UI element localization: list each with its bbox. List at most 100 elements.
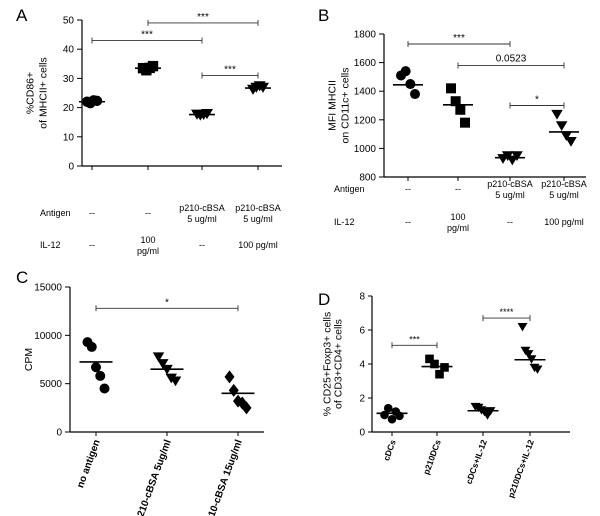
- panel-b-y-tick-label: 1400: [354, 87, 377, 98]
- panel-c-data-point: [86, 341, 97, 352]
- panel-b-data-point: [455, 104, 466, 115]
- panel-a-y-tick-label: 50: [63, 16, 75, 27]
- panel-b-data-point: [565, 137, 577, 147]
- panel-d-y-tick-label: 8: [359, 292, 365, 303]
- panel-b-y-axis-label: MFI MHCIIon CD11c+ cells: [327, 68, 352, 144]
- panel-d-data-point: [440, 363, 449, 372]
- panel-b-significance-label: 0.0523: [496, 53, 527, 64]
- panel-a-row-label-antigen: Antigen: [40, 208, 71, 218]
- panel-b-data-point: [446, 83, 456, 94]
- panel-c-category-label: no antigen: [75, 438, 103, 489]
- panel-letter-c: C: [16, 268, 28, 287]
- panel-b-condition-value: p210-cBSA 5 ug/ml: [541, 179, 587, 200]
- panel-b-data-point: [410, 89, 420, 100]
- panel-c-y-tick-label: 15000: [34, 283, 62, 294]
- panel-b-condition-value: --: [405, 217, 411, 227]
- panel-d-data-point: [517, 322, 528, 332]
- panel-a-condition-value: 100 pg/ml: [238, 240, 278, 250]
- panel-d-category-label: cDCs+IL-12: [464, 438, 489, 485]
- panel-a-condition-value: 100 pg/ml: [137, 235, 159, 256]
- panel-d-significance-label: ****: [499, 307, 514, 317]
- panel-c-y-axis-label: CPM: [23, 348, 35, 371]
- panel-c-data-point: [169, 376, 182, 387]
- panel-d-data-point: [523, 350, 534, 359]
- panel-b-y-tick-label: 1200: [354, 115, 377, 126]
- panel-a-condition-value: --: [89, 208, 95, 218]
- panel-b-y-tick-label: 800: [359, 173, 376, 184]
- panel-a-y-tick-label: 20: [63, 103, 75, 114]
- panel-c-data-point: [91, 362, 101, 373]
- panel-d-y-axis-label: % CD25+Foxp3+ cellsof CD3+CD4+ cells: [322, 312, 345, 416]
- panel-d-y-tick-label: 2: [359, 394, 365, 405]
- panel-a-significance-label: ***: [141, 29, 153, 40]
- panel-d-data-point: [430, 359, 439, 369]
- panel-letter-b: B: [318, 6, 329, 25]
- panel-b-condition-value: 100 pg/ml: [447, 212, 469, 233]
- panel-d-data-point: [435, 369, 444, 379]
- panel-c-category-label: p210-cBSA 15ug/ml: [203, 438, 245, 516]
- panel-b-data-point: [460, 117, 470, 128]
- panel-d-significance-label: ***: [409, 334, 420, 344]
- panel-a-row-label-il-12: IL-12: [40, 240, 61, 250]
- panel-a-data-point: [91, 95, 103, 107]
- panel-b-row-label-antigen: Antigen: [334, 184, 365, 194]
- panel-a-y-tick-label: 0: [68, 162, 74, 173]
- panel-d-category-label: p210DCs+IL-12: [506, 438, 536, 499]
- panel-a-condition-value: p210-cBSA 5 ug/ml: [179, 203, 225, 224]
- panel-d-data-point: [425, 354, 434, 364]
- panel-a-condition-value: --: [199, 240, 205, 250]
- panel-d-y-tick-label: 4: [359, 360, 365, 371]
- panel-b-chart: 800 1000 1200 1400 1600 1800 MFI MHCIIon CD11c…: [327, 30, 587, 234]
- panel-d-data-point: [532, 365, 543, 374]
- panel-b-condition-value: --: [507, 217, 513, 227]
- panel-d-category-label: p210DCs: [421, 438, 443, 476]
- panel-c-data-point: [152, 352, 165, 363]
- panel-c-data-point: [99, 383, 110, 394]
- panel-c-y-tick-label: 10000: [34, 331, 62, 342]
- panel-b-data-point: [511, 151, 523, 162]
- panel-a-significance-label: ***: [197, 12, 209, 23]
- panel-c-data-point: [228, 383, 239, 397]
- panel-a-y-tick-label: 10: [63, 132, 75, 143]
- panel-letter-d: D: [318, 290, 330, 309]
- panel-a-y-tick-label: 40: [63, 45, 75, 56]
- panel-b-significance-label: *: [535, 95, 539, 106]
- panel-b-y-tick-label: 1800: [354, 30, 377, 41]
- panel-b-y-tick-label: 1000: [354, 144, 377, 155]
- panel-a-y-tick-label: 30: [63, 74, 75, 85]
- panel-c-y-tick-label: 0: [56, 428, 62, 439]
- panel-b-data-point: [555, 121, 568, 132]
- panel-b-y-tick-label: 1600: [354, 58, 377, 69]
- panel-a-chart: 0 10 20 30 40 50 %CD86+of MHCII+ cells *** *** **…: [25, 12, 282, 256]
- panel-a-significance-label: ***: [224, 64, 236, 75]
- panel-c-category-label: p210-cBSA 5ug/ml: [134, 438, 174, 516]
- panel-c-data-point: [95, 370, 106, 381]
- panel-c-chart: 0 5000 10000 15000 CPM * no antigen p210-cBSA 5…: [23, 283, 264, 516]
- panel-b-data-point: [450, 96, 461, 107]
- panel-b-data-point: [551, 109, 563, 120]
- panel-b-condition-value: 100 pg/ml: [544, 217, 584, 227]
- panel-b-condition-value: --: [455, 184, 461, 194]
- panel-d-category-label: cDCs: [381, 438, 398, 462]
- panel-d-data-point: [387, 414, 397, 424]
- panel-b-data-point: [560, 131, 573, 142]
- panel-b-condition-value: --: [405, 184, 411, 194]
- panel-d-y-tick-label: 0: [359, 428, 365, 439]
- panel-a-data-point: [147, 60, 159, 72]
- panel-a-condition-value: --: [89, 240, 95, 250]
- panel-b-significance-label: ***: [453, 33, 465, 44]
- panel-b-row-label-il-12: IL-12: [334, 217, 355, 227]
- panel-d-chart: 0 2 4 6 8 % CD25+Foxp3+ cellsof CD3+CD4+ cell…: [322, 292, 570, 499]
- panel-c-data-point: [224, 370, 235, 384]
- panel-d-data-point: [383, 403, 393, 413]
- panel-c-data-point: [157, 359, 169, 369]
- panel-d-y-tick-label: 6: [359, 326, 365, 337]
- panel-c-significance-label: *: [165, 297, 169, 308]
- panel-a-y-axis-label: %CD86+of MHCII+ cells: [25, 57, 50, 128]
- panel-c-data-point: [241, 401, 252, 415]
- panel-b-condition-value: p210-cBSA 5 ug/ml: [487, 179, 533, 200]
- panel-a-condition-value: p210-cBSA 5 ug/ml: [235, 203, 281, 224]
- panel-b-data-point: [400, 66, 411, 77]
- panel-letter-a: A: [16, 6, 28, 25]
